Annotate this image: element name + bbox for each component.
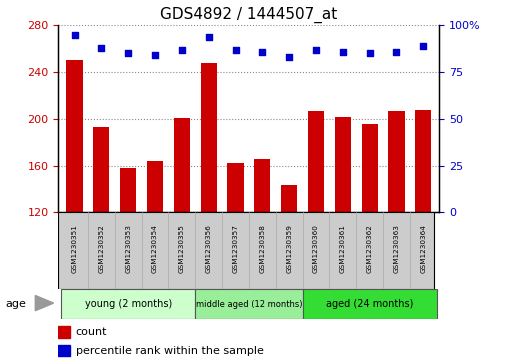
Text: middle aged (12 months): middle aged (12 months) <box>196 299 302 309</box>
Text: GSM1230355: GSM1230355 <box>179 224 185 273</box>
Title: GDS4892 / 1444507_at: GDS4892 / 1444507_at <box>161 7 337 23</box>
Text: GSM1230351: GSM1230351 <box>72 224 78 273</box>
Text: GSM1230360: GSM1230360 <box>313 224 319 273</box>
Text: GSM1230353: GSM1230353 <box>125 224 131 273</box>
Polygon shape <box>36 295 54 311</box>
Bar <box>195 289 303 319</box>
Text: GSM1230356: GSM1230356 <box>206 224 212 273</box>
Bar <box>362 123 378 212</box>
Bar <box>308 111 324 212</box>
Text: percentile rank within the sample: percentile rank within the sample <box>76 346 264 356</box>
Bar <box>58 345 70 356</box>
Point <box>98 45 106 51</box>
Point <box>232 47 240 53</box>
Bar <box>61 289 195 319</box>
Point <box>419 43 427 49</box>
Text: age: age <box>5 299 26 309</box>
Bar <box>228 163 243 212</box>
Text: aged (24 months): aged (24 months) <box>326 299 414 309</box>
Point <box>339 49 347 54</box>
Text: GSM1230352: GSM1230352 <box>99 224 104 273</box>
Bar <box>303 289 437 319</box>
Text: GSM1230363: GSM1230363 <box>394 224 399 273</box>
Bar <box>415 110 431 212</box>
Bar <box>67 61 83 212</box>
Bar <box>58 326 70 338</box>
Point <box>205 34 213 40</box>
Text: GSM1230359: GSM1230359 <box>286 224 292 273</box>
Bar <box>147 161 163 212</box>
Text: GSM1230361: GSM1230361 <box>340 224 346 273</box>
Point <box>71 32 79 38</box>
Bar <box>120 168 136 212</box>
Point <box>258 49 266 54</box>
Point <box>392 49 400 54</box>
Text: GSM1230362: GSM1230362 <box>367 224 373 273</box>
Text: GSM1230364: GSM1230364 <box>420 224 426 273</box>
Point <box>124 50 132 56</box>
Bar <box>281 185 297 212</box>
Point <box>151 52 159 58</box>
Bar <box>335 117 351 212</box>
Text: count: count <box>76 327 107 337</box>
Point <box>312 47 320 53</box>
Text: GSM1230354: GSM1230354 <box>152 224 158 273</box>
Bar <box>93 127 109 212</box>
Point <box>285 54 293 60</box>
Bar <box>201 63 217 212</box>
Bar <box>389 111 404 212</box>
Point <box>178 47 186 53</box>
Point <box>366 50 374 56</box>
Bar <box>174 118 190 212</box>
Text: GSM1230358: GSM1230358 <box>260 224 265 273</box>
Bar <box>255 159 270 212</box>
Text: young (2 months): young (2 months) <box>84 299 172 309</box>
Text: GSM1230357: GSM1230357 <box>233 224 238 273</box>
